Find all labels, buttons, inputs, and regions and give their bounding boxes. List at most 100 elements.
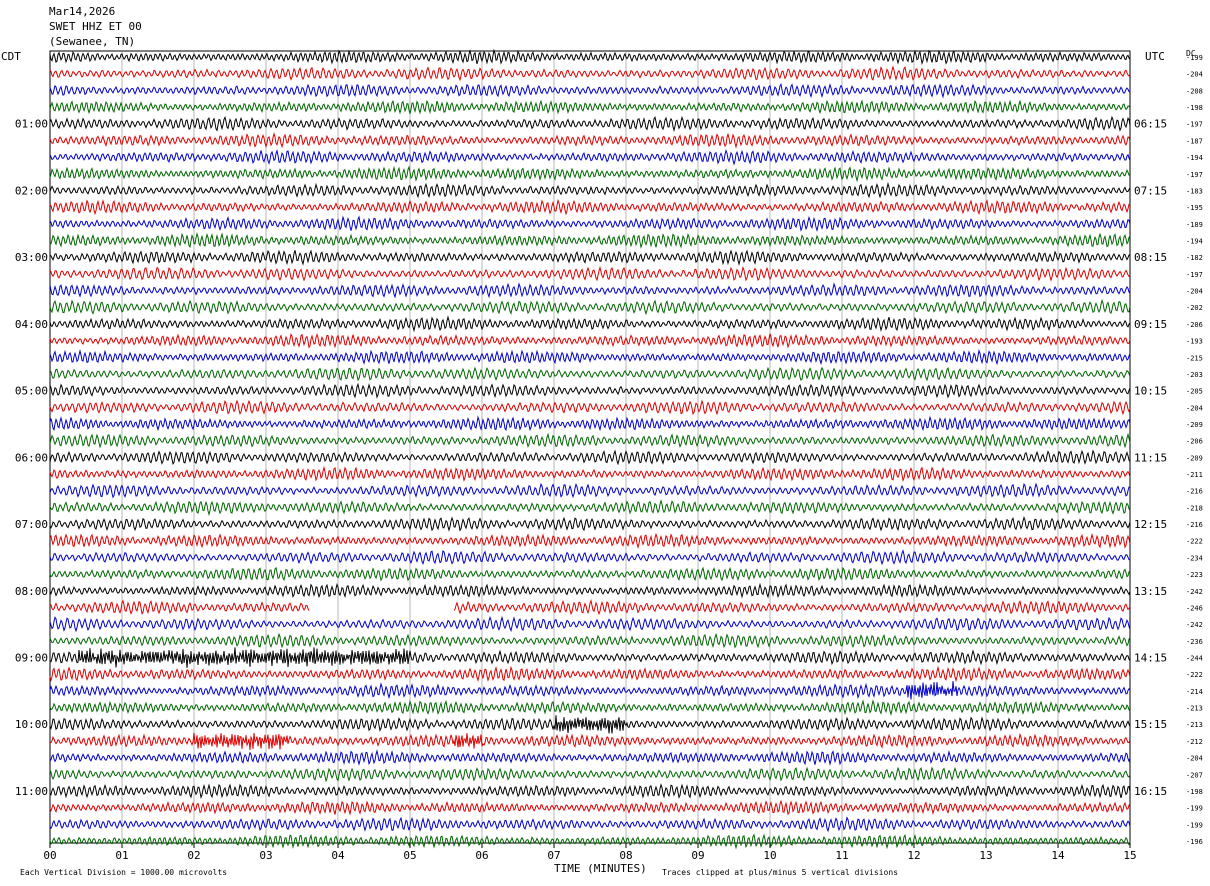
dc-value-label: -194 bbox=[1186, 237, 1203, 245]
x-tick-label: 11 bbox=[835, 849, 848, 862]
left-hour-label: 11:00 bbox=[15, 785, 48, 798]
trace-38 bbox=[49, 665, 1131, 683]
dc-value-label: -202 bbox=[1186, 304, 1203, 312]
dc-value-label: -198 bbox=[1186, 104, 1203, 112]
right-hour-label: 15:15 bbox=[1134, 718, 1167, 731]
x-tick-label: 14 bbox=[1051, 849, 1065, 862]
dc-value-label: -244 bbox=[1186, 655, 1203, 663]
x-axis-label: TIME (MINUTES) bbox=[554, 862, 647, 875]
trace-14 bbox=[49, 265, 1131, 282]
trace-41 bbox=[49, 715, 1131, 734]
trace-9 bbox=[49, 181, 1131, 199]
left-hour-label: 05:00 bbox=[15, 385, 48, 398]
trace-42 bbox=[49, 732, 1131, 750]
trace-27 bbox=[49, 482, 1131, 499]
right-hour-label: 16:15 bbox=[1134, 785, 1167, 798]
trace-15 bbox=[49, 282, 1131, 299]
dc-value-label: -194 bbox=[1186, 154, 1203, 162]
dc-value-label: -242 bbox=[1186, 588, 1203, 596]
trace-23 bbox=[49, 415, 1131, 432]
right-hour-label: 10:15 bbox=[1134, 385, 1167, 398]
dc-value-label: -206 bbox=[1186, 438, 1203, 446]
x-tick-label: 01 bbox=[115, 849, 128, 862]
dc-value-label: -187 bbox=[1186, 137, 1203, 145]
x-tick-label: 09 bbox=[691, 849, 704, 862]
dc-value-label: -211 bbox=[1186, 471, 1203, 479]
dc-value-label: -196 bbox=[1186, 838, 1203, 846]
dc-value-label: -189 bbox=[1186, 221, 1203, 229]
dc-value-label: -182 bbox=[1186, 254, 1203, 262]
trace-19 bbox=[49, 348, 1131, 366]
dc-value-label: -205 bbox=[1186, 388, 1203, 396]
trace-12 bbox=[49, 231, 1131, 249]
trace-43 bbox=[49, 749, 1131, 766]
left-hour-label: 06:00 bbox=[15, 451, 48, 464]
right-hour-label: 12:15 bbox=[1134, 518, 1167, 531]
trace-46 bbox=[49, 799, 1131, 816]
left-hour-label: 09:00 bbox=[15, 652, 48, 665]
trace-44 bbox=[49, 766, 1131, 783]
trace-17 bbox=[49, 315, 1131, 333]
trace-26 bbox=[49, 465, 1131, 483]
trace-24 bbox=[49, 432, 1131, 449]
dc-value-label: -198 bbox=[1186, 788, 1203, 796]
trace-47 bbox=[49, 816, 1131, 833]
trace-6 bbox=[49, 132, 1131, 149]
dc-value-label: -204 bbox=[1186, 288, 1203, 296]
trace-7 bbox=[49, 149, 1131, 166]
trace-2 bbox=[49, 65, 1131, 82]
x-tick-label: 00 bbox=[43, 849, 56, 862]
dc-value-label: -212 bbox=[1186, 738, 1203, 746]
right-hour-label: 08:15 bbox=[1134, 251, 1167, 264]
trace-33 bbox=[49, 582, 1131, 599]
clip-note: Traces clipped at plus/minus 5 vertical … bbox=[662, 868, 899, 877]
trace-32 bbox=[49, 566, 1131, 582]
right-hour-label: 13:15 bbox=[1134, 585, 1167, 598]
left-hour-label: 01:00 bbox=[15, 118, 48, 131]
header-date: Mar14,2026 bbox=[49, 5, 116, 18]
header-location: (Sewanee, TN) bbox=[49, 35, 136, 48]
trace-40 bbox=[49, 699, 1131, 716]
scale-note: Each Vertical Division = 1000.00 microvo… bbox=[20, 868, 228, 877]
right-hour-label: 09:15 bbox=[1134, 318, 1167, 331]
trace-4 bbox=[49, 99, 1131, 115]
trace-34 bbox=[49, 598, 1131, 616]
trace-39 bbox=[49, 681, 1131, 700]
dc-value-label: -246 bbox=[1186, 604, 1203, 612]
dc-value-label: -204 bbox=[1186, 755, 1203, 763]
trace-48 bbox=[49, 833, 1131, 850]
trace-31 bbox=[49, 549, 1131, 566]
trace-11 bbox=[49, 215, 1131, 232]
right-timezone-label: UTC bbox=[1145, 50, 1165, 63]
dc-value-label: -195 bbox=[1186, 204, 1203, 212]
trace-25 bbox=[49, 449, 1131, 466]
dc-value-label: -216 bbox=[1186, 488, 1203, 496]
dc-value-label: -208 bbox=[1186, 87, 1203, 95]
x-tick-label: 02 bbox=[187, 849, 200, 862]
trace-8 bbox=[49, 165, 1131, 183]
trace-1 bbox=[49, 48, 1131, 66]
left-hour-label: 08:00 bbox=[15, 585, 48, 598]
trace-10 bbox=[49, 198, 1131, 216]
dc-value-label: -206 bbox=[1186, 321, 1203, 329]
dc-value-label: -204 bbox=[1186, 71, 1203, 79]
trace-13 bbox=[49, 249, 1131, 266]
dc-label: DC bbox=[1186, 49, 1196, 58]
left-hour-label: 10:00 bbox=[15, 718, 48, 731]
dc-value-label: -215 bbox=[1186, 354, 1203, 362]
right-hour-label: 14:15 bbox=[1134, 652, 1167, 665]
trace-28 bbox=[49, 498, 1131, 517]
trace-45 bbox=[49, 783, 1131, 799]
trace-18 bbox=[49, 333, 1131, 349]
dc-value-label: -193 bbox=[1186, 338, 1203, 346]
dc-value-label: -213 bbox=[1186, 705, 1203, 713]
x-tick-label: 13 bbox=[979, 849, 992, 862]
dc-value-label: -199 bbox=[1186, 821, 1203, 829]
dc-value-label: -197 bbox=[1186, 271, 1203, 279]
x-tick-label: 12 bbox=[907, 849, 920, 862]
x-tick-label: 07 bbox=[547, 849, 560, 862]
x-tick-label: 06 bbox=[475, 849, 488, 862]
dc-value-label: -214 bbox=[1186, 688, 1203, 696]
trace-20 bbox=[49, 366, 1131, 382]
